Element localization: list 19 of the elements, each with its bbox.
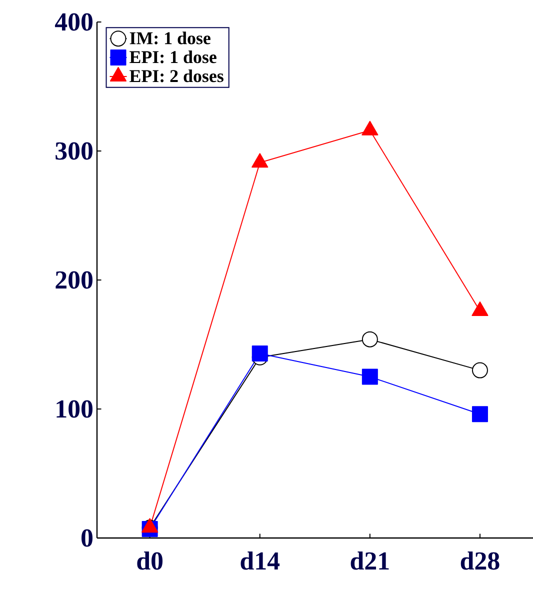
y-tick-label: 400 xyxy=(54,13,92,31)
y-tick-label: 200 xyxy=(56,271,92,289)
x-tick-label: d14 xyxy=(240,552,280,570)
point xyxy=(472,406,488,422)
point xyxy=(252,346,268,362)
point xyxy=(362,331,378,348)
x-tick-label: d28 xyxy=(460,552,500,570)
legend-label: IM: 1 dose xyxy=(130,32,210,44)
legend-label: EPI: 2 doses xyxy=(130,70,224,82)
x-tick-label: d21 xyxy=(350,552,389,570)
y-tick-label: 0 xyxy=(82,529,92,547)
y-tick-label: 300 xyxy=(56,142,92,160)
point xyxy=(362,368,378,385)
point xyxy=(472,362,488,378)
point xyxy=(252,153,268,168)
y-tick-label: 100 xyxy=(56,400,92,418)
point xyxy=(362,120,378,136)
x-tick-label: d0 xyxy=(137,552,163,570)
legend-label: EPI: 1 dose xyxy=(130,50,216,64)
